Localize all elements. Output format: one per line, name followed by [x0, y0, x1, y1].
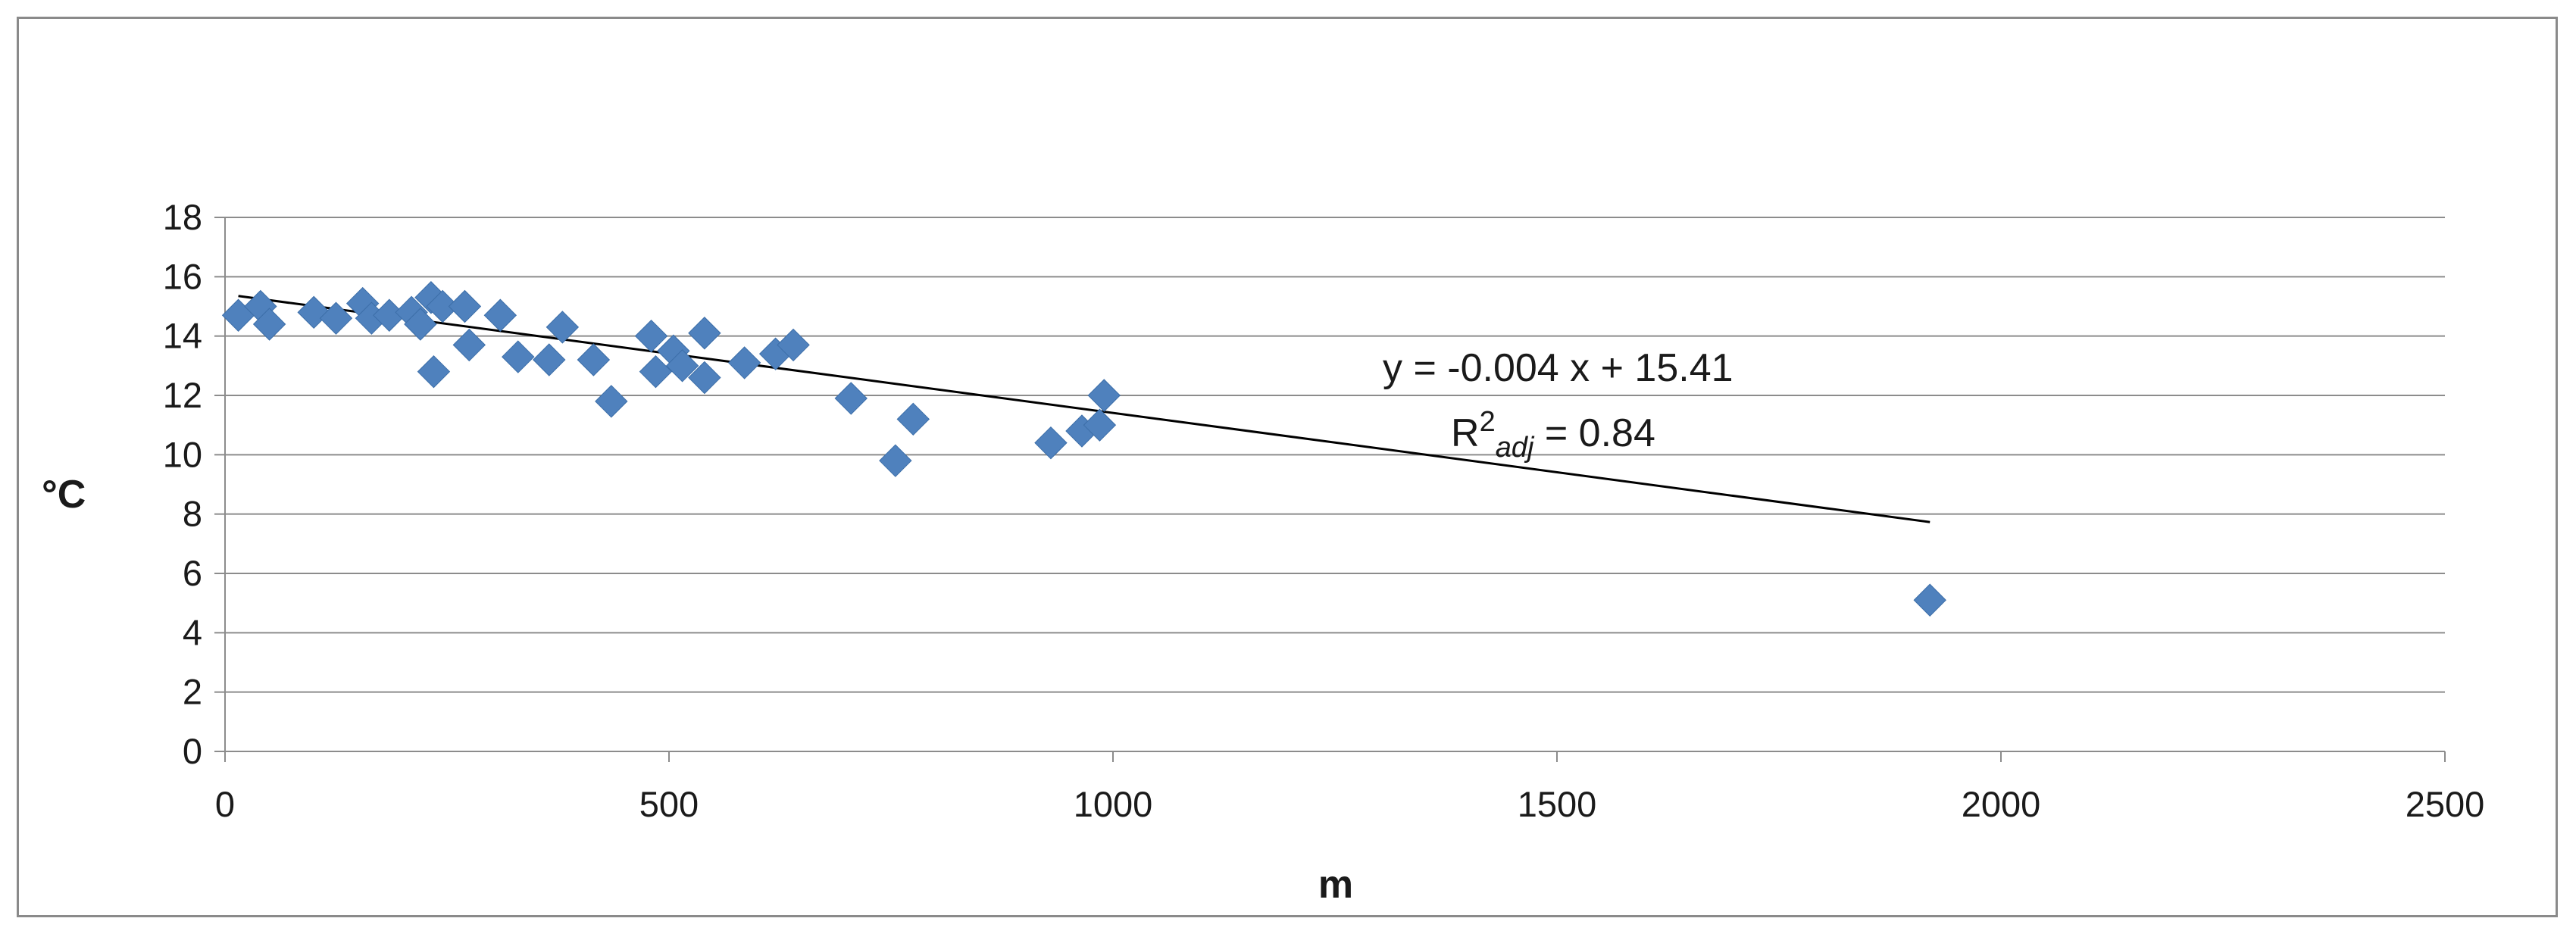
data-point [577, 343, 611, 376]
data-point [417, 354, 451, 389]
data-point [448, 289, 482, 323]
x-tick-label: 500 [639, 784, 699, 824]
data-point [502, 340, 535, 373]
y-tick-label: 14 [163, 316, 202, 356]
tick-label-layer: 0 2 4 6 8 10 12 14 16 18 0 500 1000 1500 2000 2500 [163, 197, 2485, 824]
y-tick-label: 10 [163, 434, 202, 474]
data-point [546, 311, 580, 344]
x-tick-label: 2500 [2406, 784, 2485, 824]
data-point [879, 444, 912, 477]
y-tick-label: 8 [183, 494, 202, 534]
y-tick-label: 12 [163, 375, 202, 415]
scatter-chart: 0 2 4 6 8 10 12 14 16 18 0 500 1000 1500 2000 2500 °C m… [42, 197, 2485, 907]
data-point [452, 328, 486, 362]
data-point [634, 319, 668, 353]
y-axis-title: °C [42, 473, 86, 517]
data-point [688, 317, 721, 350]
data-point [595, 385, 628, 418]
data-point [252, 308, 286, 341]
r-squared-base: R [1451, 411, 1480, 455]
data-point [1083, 408, 1117, 442]
trendline [238, 295, 1930, 523]
r-squared-subscript: adj [1496, 432, 1535, 464]
data-point [483, 298, 517, 332]
y-tick-label: 4 [183, 612, 202, 652]
data-point [404, 308, 437, 341]
data-point [896, 402, 930, 436]
y-tick-label: 2 [183, 672, 202, 712]
x-tick-label: 1500 [1518, 784, 1597, 824]
x-tick-label: 0 [215, 784, 235, 824]
data-point [688, 361, 721, 395]
y-tick-label: 6 [183, 553, 202, 593]
r-squared-superscript: 2 [1480, 406, 1496, 438]
x-axis-title: m [1318, 863, 1353, 907]
chart-frame: 0 2 4 6 8 10 12 14 16 18 0 500 1000 1500 2000 2500 °C m… [17, 17, 2558, 917]
y-tick-label: 18 [163, 197, 202, 237]
data-point [319, 301, 353, 335]
r-squared-annotation: R2adj = 0.84 [1451, 406, 1655, 464]
r-squared-value: = 0.84 [1533, 411, 1655, 455]
axis-layer [214, 217, 2446, 762]
data-point-layer [221, 281, 1946, 617]
data-point [639, 354, 673, 389]
data-point [1034, 426, 1068, 460]
y-tick-label: 0 [183, 731, 202, 771]
x-tick-label: 2000 [1962, 784, 2041, 824]
x-tick-label: 1000 [1074, 784, 1153, 824]
data-point [834, 382, 868, 415]
data-point [533, 343, 566, 376]
grid-layer [225, 217, 2445, 693]
y-tick-label: 16 [163, 256, 202, 296]
data-point [426, 289, 459, 323]
trendline-equation: y = -0.004 x + 15.41 [1383, 346, 1733, 390]
data-point [727, 346, 761, 379]
data-point [665, 349, 699, 383]
data-point [1087, 379, 1121, 412]
data-point [777, 328, 810, 362]
trendline-layer [238, 295, 1930, 523]
data-point [1913, 583, 1946, 617]
